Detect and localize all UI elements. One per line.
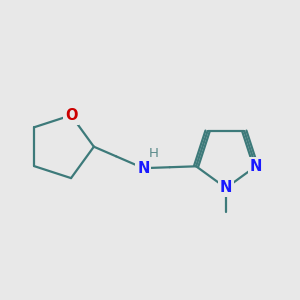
- Text: N: N: [250, 159, 262, 174]
- Text: H: H: [148, 147, 158, 160]
- Text: N: N: [220, 181, 232, 196]
- Text: N: N: [137, 161, 150, 176]
- Text: O: O: [65, 108, 77, 123]
